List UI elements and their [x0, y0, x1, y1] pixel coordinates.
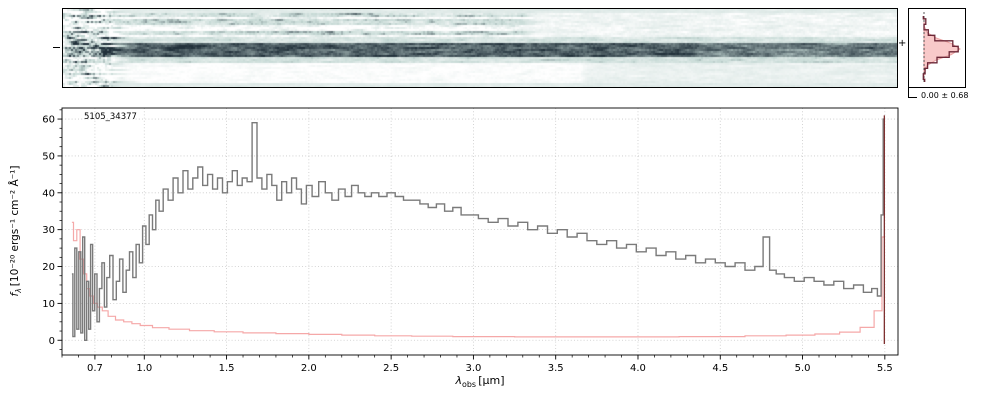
object-id-label: 5105_34377: [84, 112, 137, 122]
profile-stat-label: 0.00 ± 0.68: [921, 91, 969, 100]
profile-model-area: [923, 16, 961, 82]
svg-text:4.0: 4.0: [630, 363, 646, 374]
svg-text:20: 20: [42, 262, 55, 273]
spectrum-2d-image: [63, 9, 897, 87]
uncertainty-line: [71, 221, 884, 338]
svg-text:1.0: 1.0: [136, 363, 152, 374]
svg-text:5.0: 5.0: [795, 363, 811, 374]
spatial-profile-plot: [922, 12, 961, 84]
svg-text:0.7: 0.7: [87, 363, 103, 374]
svg-text:2.5: 2.5: [383, 363, 399, 374]
svg-text:0: 0: [49, 336, 55, 347]
svg-text:3.0: 3.0: [465, 363, 481, 374]
y-axis-label: fλ [10⁻²⁰ ergs⁻¹ cm⁻² Å⁻¹]: [9, 166, 23, 297]
axis-ticks: 0.7 1.0 1.5 2.0 2.5 3.0 3.5 4.0 4.5 5.0 5.5 0 10 20 30…: [42, 109, 893, 374]
svg-text:4.5: 4.5: [712, 363, 728, 374]
svg-text:50: 50: [42, 151, 55, 162]
profile-observed-line: [922, 16, 959, 82]
spectrum-2d-panel: [62, 8, 898, 88]
y-axis-symbol: f: [8, 292, 21, 297]
x-axis-unit: [μm]: [478, 374, 505, 387]
spatial-profile-panel: [908, 8, 966, 88]
grid: [62, 108, 898, 355]
y-axis-unit: [10⁻²⁰ ergs⁻¹ cm⁻² Å⁻¹]: [8, 165, 21, 287]
spectrum-1d-plot: 0.7 1.0 1.5 2.0 2.5 3.0 3.5 4.0 4.5 5.0 5.5 0 10 20 30…: [42, 107, 899, 374]
svg-text:2.0: 2.0: [301, 363, 317, 374]
axes-box: [61, 107, 899, 356]
svg-text:30: 30: [42, 225, 55, 236]
y-axis-subscript: λ: [14, 288, 24, 293]
x-axis-subscript: obs: [462, 380, 476, 390]
svg-text:60: 60: [42, 115, 55, 126]
trace-center-tick: [53, 47, 60, 48]
trace-center-marker: +: [898, 38, 907, 49]
x-axis-label: λobs [μm]: [420, 374, 540, 389]
svg-text:10: 10: [42, 299, 55, 310]
svg-text:1.5: 1.5: [219, 363, 235, 374]
x-axis-symbol: λ: [455, 374, 463, 387]
svg-text:40: 40: [42, 188, 55, 199]
svg-text:3.5: 3.5: [548, 363, 564, 374]
profile-stat-tick: [908, 88, 917, 98]
flux-line: [71, 118, 884, 341]
svg-text:5.5: 5.5: [877, 363, 893, 374]
